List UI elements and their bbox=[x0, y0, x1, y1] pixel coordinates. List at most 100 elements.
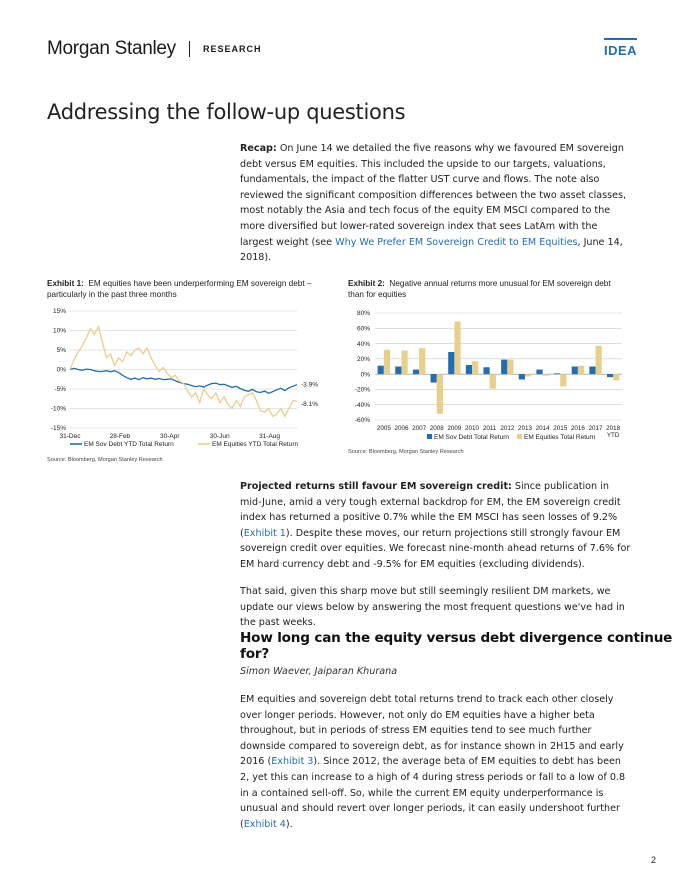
exhibit2-bar-chart: 80%60%40%20%0%-20%-40%-60%2005 2006 2007 20… bbox=[355, 310, 622, 441]
x-tick-label: 2015 bbox=[553, 425, 568, 432]
legend-swatch-debt bbox=[427, 434, 432, 439]
series-line-sov-debt bbox=[69, 367, 298, 395]
bar-equities bbox=[436, 374, 443, 414]
projected-lead: Projected returns still favour EM sovere… bbox=[240, 481, 512, 492]
recap-paragraph: Recap: On June 14 we detailed the five r… bbox=[240, 141, 632, 266]
exhibit2-title: Exhibit 2: Negative annual returns more … bbox=[348, 278, 628, 300]
y-tick-label: -10% bbox=[51, 406, 66, 413]
exhibit2-caption: Negative annual returns more unusual for… bbox=[348, 279, 611, 299]
x-tick-label: 2014 bbox=[536, 425, 551, 432]
legend-swatch-equities bbox=[517, 434, 522, 439]
bar-sov-debt bbox=[501, 359, 508, 375]
y-tick-label: -20% bbox=[355, 387, 370, 394]
exhibit1-title: Exhibit 1: EM equities have been underpe… bbox=[47, 278, 329, 300]
page-title: Addressing the follow-up questions bbox=[47, 100, 406, 124]
y-tick-label: 15% bbox=[53, 308, 66, 315]
x-tick-label: 2013 bbox=[518, 425, 533, 432]
y-tick-label: 40% bbox=[357, 341, 370, 348]
projected-text-end: ). Despite these moves, our return proje… bbox=[240, 527, 631, 570]
y-tick-label: -60% bbox=[355, 417, 370, 424]
divergence-text: EM equities and sovereign debt total ret… bbox=[240, 694, 624, 768]
bar-sov-debt bbox=[536, 369, 543, 375]
y-tick-label: 10% bbox=[53, 328, 66, 335]
x-tick-label: 30-Jun bbox=[210, 433, 230, 440]
exhibit4-link[interactable]: Exhibit 4 bbox=[243, 818, 286, 830]
x-tick-label: 2008 bbox=[430, 425, 445, 432]
y-tick-label: -5% bbox=[54, 386, 66, 393]
y-tick-label: 0% bbox=[361, 371, 371, 378]
legend-label-debt: EM Sov Debt YTD Total Return bbox=[84, 441, 174, 448]
recap-lead: Recap: bbox=[240, 143, 277, 154]
x-tick-label: 2007 bbox=[412, 425, 427, 432]
bar-equities bbox=[613, 374, 620, 381]
x-tick-label: 2017 bbox=[589, 425, 604, 432]
bar-equities bbox=[542, 374, 549, 376]
bar-equities bbox=[507, 359, 514, 375]
bar-equities bbox=[595, 345, 602, 375]
bar-equities bbox=[524, 374, 532, 377]
legend-label-equities: EM Equities YTD Total Return bbox=[212, 441, 298, 448]
bar-sov-debt bbox=[465, 364, 473, 375]
divergence-paragraph: EM equities and sovereign debt total ret… bbox=[240, 692, 632, 832]
header-divider bbox=[189, 41, 190, 57]
bar-sov-debt bbox=[518, 374, 525, 380]
divergence-text-3: ). bbox=[285, 818, 293, 830]
x-tick-label-suffix: YTD bbox=[607, 432, 620, 439]
bar-equities bbox=[401, 350, 408, 375]
page-header: Morgan Stanley RESEARCH IDEA bbox=[47, 38, 637, 60]
bar-sov-debt bbox=[430, 374, 437, 383]
exhibit2-label: Exhibit 2: bbox=[348, 279, 385, 288]
legend-label-equities: EM Equities Total Return bbox=[524, 434, 596, 441]
exhibit1-line-chart: 15% 10% 5% 0% -5% -10% -15%31-Dec 28-Feb 30-Apr 3… bbox=[51, 308, 318, 448]
legend-label-debt: EM Sov Debt Total Return bbox=[434, 434, 509, 441]
bar-sov-debt bbox=[412, 369, 420, 375]
bar-equities bbox=[577, 365, 585, 375]
idea-accent-bar bbox=[604, 38, 637, 40]
exhibit1-source: Source: Bloomberg, Morgan Stanley Resear… bbox=[47, 457, 163, 463]
recap-text-end: , June 14, 2018). bbox=[240, 236, 623, 264]
x-tick-label: 30-Apr bbox=[160, 433, 180, 440]
y-tick-label: 0% bbox=[57, 367, 67, 374]
page-number: 2 bbox=[651, 855, 657, 865]
bar-sov-debt bbox=[571, 366, 578, 375]
projected-text: Since publication in mid-June, amid a ve… bbox=[240, 481, 621, 539]
bar-sov-debt bbox=[589, 366, 596, 375]
idea-tag: IDEA bbox=[604, 43, 638, 58]
morgan-stanley-logo: Morgan Stanley bbox=[47, 38, 176, 59]
exhibit1-caption: EM equities have been underperforming EM… bbox=[47, 279, 312, 299]
bar-equities bbox=[472, 361, 479, 375]
series-line-equities bbox=[69, 324, 298, 418]
end-label-debt: -3.9% bbox=[301, 382, 318, 389]
bar-equities bbox=[383, 349, 391, 375]
divergence-text-2: ). Since 2012, the average beta of EM eq… bbox=[240, 756, 626, 830]
x-tick-label: 31-Aug bbox=[259, 433, 280, 440]
x-tick-label: 2012 bbox=[500, 425, 515, 432]
x-tick-label: 2016 bbox=[571, 425, 586, 432]
x-tick-label: 2018 bbox=[606, 425, 621, 432]
authors: Simon Waever, Jaiparan Khurana bbox=[240, 666, 398, 677]
why-we-prefer-link[interactable]: Why We Prefer EM Sovereign Credit to EM … bbox=[335, 236, 578, 248]
projected-returns-paragraph: Projected returns still favour EM sovere… bbox=[240, 479, 632, 573]
exhibit1-label: Exhibit 1: bbox=[47, 279, 84, 288]
x-tick-label: 2005 bbox=[377, 425, 392, 432]
bar-sov-debt bbox=[483, 367, 490, 375]
y-tick-label: -15% bbox=[51, 425, 66, 432]
bar-sov-debt bbox=[448, 351, 455, 375]
y-tick-label: -40% bbox=[355, 402, 370, 409]
that-said-paragraph: That said, given this sharp move but sti… bbox=[240, 586, 625, 629]
exhibit2-source: Source: Bloomberg, Morgan Stanley Resear… bbox=[348, 449, 464, 455]
x-tick-label: 2009 bbox=[447, 425, 462, 432]
y-tick-label: 80% bbox=[357, 310, 370, 317]
bar-sov-debt bbox=[395, 366, 402, 375]
x-tick-label: 2010 bbox=[465, 425, 480, 432]
y-tick-label: 20% bbox=[357, 356, 370, 363]
exhibit1-link[interactable]: Exhibit 1 bbox=[243, 527, 286, 539]
exhibit3-link[interactable]: Exhibit 3 bbox=[271, 756, 314, 768]
research-label: RESEARCH bbox=[203, 44, 262, 54]
bar-equities bbox=[419, 348, 426, 375]
x-tick-label: 2006 bbox=[394, 425, 409, 432]
bar-sov-debt bbox=[606, 374, 614, 378]
x-tick-label: 28-Feb bbox=[110, 433, 131, 440]
x-tick-label: 31-Dec bbox=[60, 433, 82, 440]
bar-equities bbox=[489, 374, 496, 389]
